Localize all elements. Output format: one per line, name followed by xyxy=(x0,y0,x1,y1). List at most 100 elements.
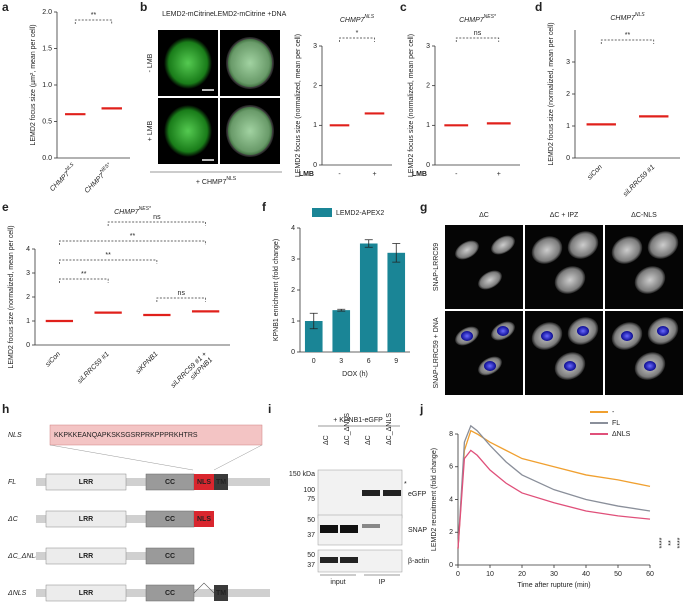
error-bar xyxy=(364,239,373,248)
x-tick-label: CHMP7NES* xyxy=(82,161,115,194)
chart-title-base: CHMP7 xyxy=(340,17,366,24)
image-caption-base: + CHMP7 xyxy=(196,179,227,186)
x-tick-label-base: CHMP7 xyxy=(84,172,107,195)
marker-label: 100 xyxy=(303,487,315,494)
x-tick-label: 0 xyxy=(312,358,316,365)
star: * xyxy=(404,481,407,488)
significance-label: ns xyxy=(474,30,482,37)
band xyxy=(340,525,358,533)
construct-label: FL xyxy=(8,479,16,486)
y-tick-label: 2 xyxy=(426,83,430,90)
x-axis-label: Time after rupture (min) xyxy=(517,582,590,589)
dna xyxy=(484,361,496,371)
y-tick-label: 4 xyxy=(26,246,30,253)
x-axis-label: DOX (h) xyxy=(342,371,368,378)
band xyxy=(362,490,380,496)
domain-lrr xyxy=(45,547,127,565)
y-tick-label: 2 xyxy=(313,83,317,90)
chart-title-base: CHMP7 xyxy=(610,15,636,22)
legend-label: LEMD2-APEX2 xyxy=(336,210,384,217)
dna xyxy=(577,326,589,336)
x-tick-label: 30 xyxy=(550,571,558,578)
y-tick-label: 3 xyxy=(313,43,317,50)
significance-bracket xyxy=(59,278,109,283)
band xyxy=(362,524,380,528)
lane-label: ΔC_ΔNLS xyxy=(386,413,393,445)
nls-label: NLS xyxy=(8,432,22,439)
series-line xyxy=(457,449,651,549)
cell xyxy=(478,270,502,290)
x-tick-label-sup: NLS xyxy=(64,162,76,174)
row-label: SNAP-LRRC59 + DNA xyxy=(433,317,440,388)
y-axis-label: LEMD2 recruitment (fold change) xyxy=(431,448,438,551)
series-line xyxy=(457,429,651,549)
y-tick-label: 1 xyxy=(313,122,317,129)
bar xyxy=(387,252,406,352)
domain-label: LRR xyxy=(79,479,93,486)
dna xyxy=(657,326,669,336)
chart-title: CHMP7NLS xyxy=(610,12,645,22)
domain-cc xyxy=(145,547,195,565)
x-axis-label: LMB xyxy=(412,171,427,178)
domain-nls xyxy=(194,511,214,527)
chart-title-base: CHMP7 xyxy=(114,209,140,216)
domain-lrr xyxy=(45,584,127,602)
domain-label: LRR xyxy=(79,516,93,523)
band-label: SNAP xyxy=(408,527,427,534)
marker-label: 150 kDa xyxy=(289,471,315,478)
zoom-lines xyxy=(49,444,263,471)
x-tick-label: - xyxy=(338,171,341,178)
band xyxy=(383,490,401,496)
cell xyxy=(554,266,586,294)
y-tick-label: 4 xyxy=(291,225,295,232)
significance-label: ** xyxy=(625,32,631,39)
sequence: KKPKKEANQAPKSKSGSRPRKPPPRKHTRS xyxy=(54,432,198,439)
significance-label: ** xyxy=(668,540,675,546)
significance-label: * xyxy=(356,30,359,37)
x-tick-label: 3 xyxy=(339,358,343,365)
domain-tm xyxy=(214,474,228,490)
domain-label: CC xyxy=(165,516,175,523)
error-bar xyxy=(392,243,401,263)
significance-label: ** xyxy=(81,271,87,278)
significance-bracket xyxy=(74,19,113,24)
y-tick-label: 0.5 xyxy=(42,118,52,125)
panel-label: g xyxy=(420,200,427,214)
y-tick-label: 0 xyxy=(566,155,570,162)
construct-label: ΔC xyxy=(7,516,19,523)
chart-title-sup: NES* xyxy=(139,206,152,212)
y-tick-label: 4 xyxy=(449,496,453,503)
chart-title: CHMP7NES* xyxy=(114,206,152,216)
dna xyxy=(497,326,509,336)
x-tick-label-sup: NES* xyxy=(99,161,113,175)
y-axis-label: LEMD2 focus size (normalized, mean per c… xyxy=(548,22,555,165)
significance-bracket xyxy=(156,297,206,302)
band xyxy=(320,525,338,533)
panel-label: c xyxy=(400,0,407,14)
marker-label: 75 xyxy=(307,496,315,503)
column-label: LEMD2-mCitrine xyxy=(162,11,214,18)
y-axis-label: LEMD2 focus size (µm², mean per cell) xyxy=(30,24,37,145)
cell xyxy=(647,231,679,259)
significance-label: **** xyxy=(659,537,666,548)
y-tick-label: 6 xyxy=(449,464,453,471)
y-tick-label: 1 xyxy=(26,318,30,325)
series-line xyxy=(457,424,651,549)
marker-label: 50 xyxy=(307,552,315,559)
x-tick-label: - xyxy=(455,171,458,178)
cell xyxy=(611,236,643,264)
domain-label: CC xyxy=(165,553,175,560)
error-bar xyxy=(309,312,318,330)
y-tick-label: 1 xyxy=(426,122,430,129)
y-tick-label: 8 xyxy=(449,431,453,438)
column-label: LEMD2-mCitrine +DNA xyxy=(214,11,287,18)
y-tick-label: 3 xyxy=(26,270,30,277)
cell xyxy=(491,235,515,255)
lane-label: ΔC_ΔNLS xyxy=(344,413,351,445)
domain-label: NLS xyxy=(197,479,211,486)
chart-title-sup: NES* xyxy=(484,14,497,20)
panel-label: h xyxy=(2,402,9,416)
legend-label: ΔNLS xyxy=(612,431,631,438)
y-axis-label: LEMD2 focus size (normalized, mean per c… xyxy=(295,34,302,177)
y-tick-label: 1.0 xyxy=(42,82,52,89)
